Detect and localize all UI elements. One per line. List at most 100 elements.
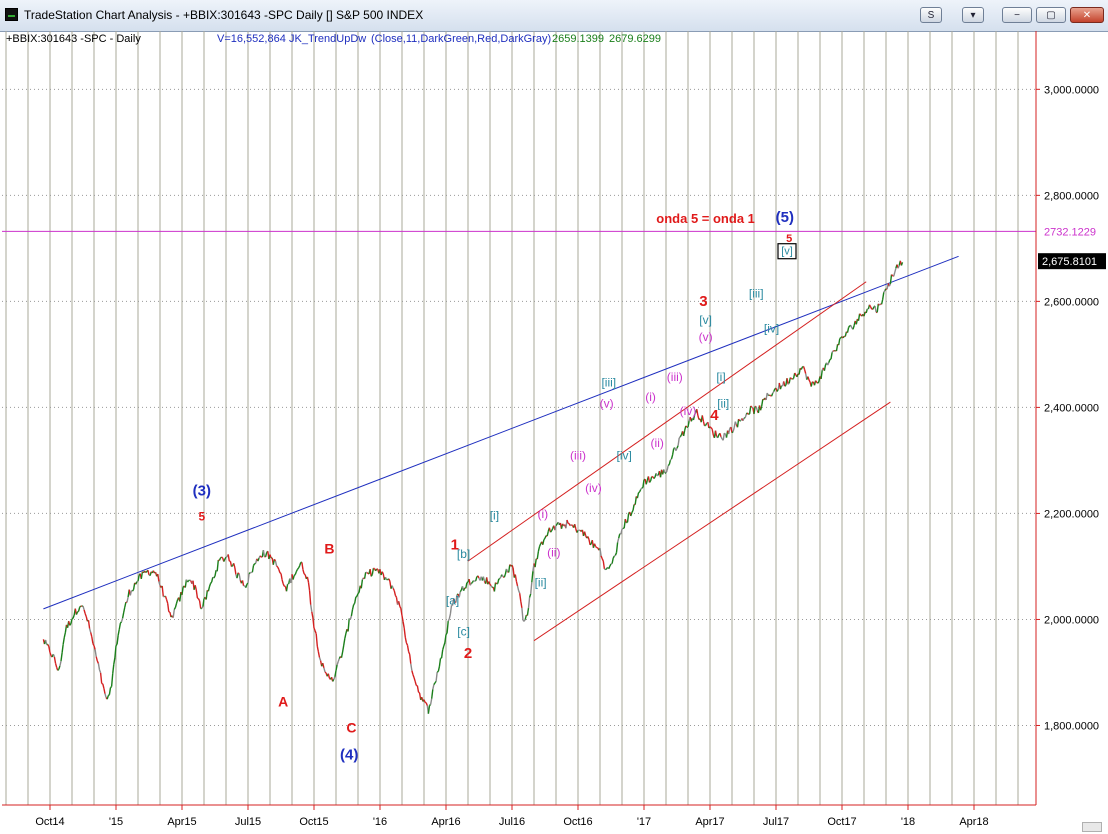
price-segment — [536, 551, 540, 560]
price-segment — [634, 496, 637, 505]
price-segment — [827, 362, 830, 366]
price-segment — [257, 557, 260, 562]
wave-label: (v) — [600, 396, 614, 410]
price-chart[interactable]: (3) 5 B A C (4) 1[b] [a] [c] 2 [i] [ii] (i) (ii) (iii)… — [0, 31, 1108, 834]
wave-label: [iii] — [601, 376, 616, 390]
price-segment — [649, 476, 653, 482]
price-segment — [369, 569, 372, 577]
price-segment — [514, 574, 518, 582]
price-segment — [295, 569, 299, 572]
price-segment — [493, 582, 497, 592]
price-segment — [621, 527, 624, 530]
x-tick-label: Jul17 — [763, 816, 789, 828]
price-segment — [282, 583, 285, 587]
price-segment — [414, 681, 417, 686]
price-segment — [663, 469, 666, 474]
close-button[interactable]: ✕ — [1070, 7, 1104, 23]
price-segment — [497, 578, 500, 584]
price-segment — [838, 338, 841, 346]
price-segment — [618, 533, 621, 539]
wave-label: [a] — [446, 594, 459, 608]
price-segment — [823, 364, 827, 371]
price-segment — [803, 369, 807, 374]
price-segment — [449, 605, 453, 615]
price-segment — [62, 637, 65, 645]
price-segment — [118, 623, 122, 630]
price-segment — [794, 372, 797, 376]
price-segment — [519, 593, 522, 602]
x-tick-label: '18 — [901, 816, 915, 828]
price-segment — [788, 377, 791, 384]
price-segment — [792, 377, 795, 380]
y-tick-label: 2,600.0000 — [1044, 296, 1099, 308]
price-segment — [667, 464, 670, 467]
x-tick-label: Apr17 — [695, 816, 724, 828]
price-segment — [589, 543, 592, 546]
price-segment — [640, 487, 643, 490]
price-segment — [353, 602, 356, 606]
price-segment — [72, 614, 75, 619]
price-segment — [347, 618, 350, 632]
minimize-button[interactable]: − — [1002, 7, 1032, 23]
level-line-label: 2732.1229 — [1044, 226, 1096, 238]
chart-area[interactable]: (3) 5 B A C (4) 1 [b] [a] [c] 2 [i] [ii] (i) (ii) (iii)… — [0, 31, 1108, 834]
price-segment — [448, 613, 452, 620]
wave-label: [b] — [457, 547, 470, 561]
y-tick-label: 2,000.0000 — [1044, 614, 1099, 626]
price-segment — [815, 380, 818, 383]
price-segment — [112, 664, 115, 674]
dropdown-button[interactable]: ▾ — [962, 7, 984, 23]
price-segment — [458, 591, 461, 598]
price-segment — [852, 325, 855, 330]
price-segment — [569, 524, 572, 527]
price-segment — [668, 460, 672, 465]
price-segment — [429, 704, 431, 706]
price-segment — [84, 613, 87, 617]
price-segment — [173, 607, 177, 610]
price-segment — [131, 589, 133, 592]
price-segment — [665, 470, 668, 474]
price-segment — [79, 605, 82, 608]
price-segment — [248, 572, 251, 575]
price-segment — [340, 651, 344, 658]
resize-grip[interactable] — [1082, 822, 1102, 832]
price-segment — [488, 581, 491, 585]
price-segment — [433, 682, 436, 685]
price-segment — [90, 632, 93, 637]
price-segment — [734, 421, 738, 425]
price-segment — [717, 434, 720, 439]
price-segment — [371, 568, 375, 575]
price-segment — [808, 379, 811, 383]
price-segment — [137, 575, 140, 582]
price-segment — [844, 331, 848, 337]
price-segment — [69, 623, 72, 626]
restore-button[interactable]: ▢ — [1036, 7, 1066, 23]
wave-label: (iii) — [570, 448, 586, 462]
price-segment — [97, 663, 101, 670]
price-segment — [708, 426, 711, 429]
price-segment — [687, 421, 690, 428]
line-layer — [2, 230, 1036, 642]
price-segment — [604, 568, 606, 571]
price-segment — [117, 629, 120, 636]
price-segment — [897, 265, 900, 269]
price-segment — [53, 656, 57, 664]
price-segment — [755, 406, 758, 411]
price-segment — [221, 556, 224, 559]
price-segment — [537, 546, 541, 552]
s-button[interactable]: S — [920, 7, 942, 23]
price-segment — [299, 562, 302, 566]
price-segment — [241, 580, 245, 587]
price-segment — [789, 377, 792, 380]
price-segment — [106, 695, 109, 700]
price-segment — [410, 663, 413, 671]
x-tick-label: Apr16 — [431, 816, 460, 828]
price-segment — [719, 433, 722, 437]
price-segment — [520, 601, 523, 609]
price-segment — [103, 688, 106, 694]
price-segment — [423, 699, 426, 703]
price-segment — [776, 389, 779, 392]
price-segment — [542, 539, 545, 545]
wave-label: (i) — [537, 507, 548, 521]
y-tick-label: 2,200.0000 — [1044, 508, 1099, 520]
